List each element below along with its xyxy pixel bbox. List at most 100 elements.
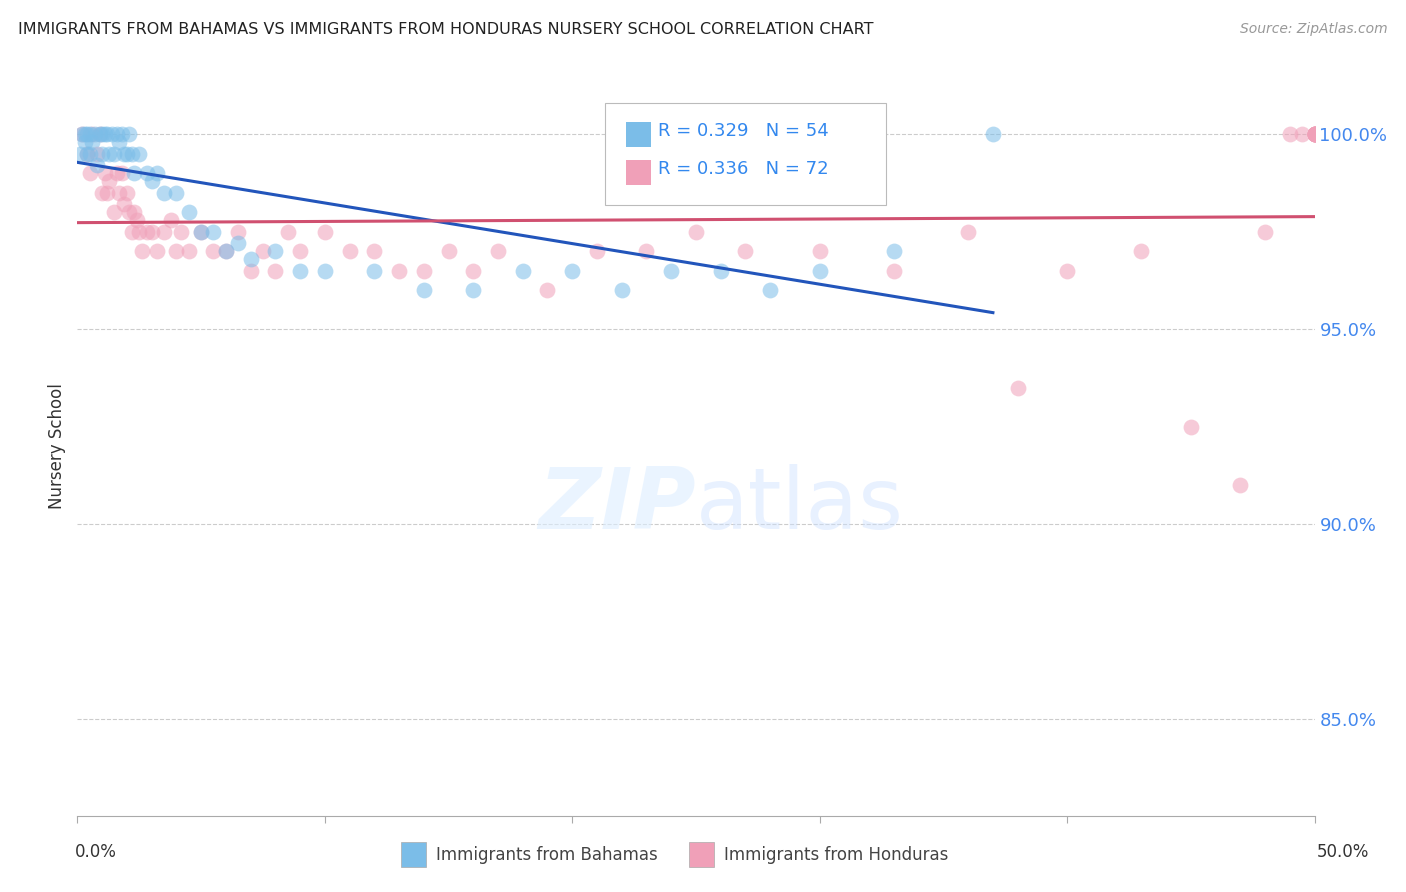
Point (363, 263, 385, 277)
Point (1180, 419, 1202, 434)
Point (72, 128, 94, 142)
Point (76, 128, 98, 142)
Text: R = 0.336   N = 72: R = 0.336 N = 72 (658, 160, 828, 178)
Point (79, 166, 101, 180)
Point (610, 283, 633, 297)
Point (561, 263, 583, 277)
Point (101, 128, 124, 142)
Point (111, 166, 134, 180)
Point (1229, 478, 1251, 492)
Point (125, 213, 148, 227)
Point (177, 244, 200, 259)
Point (105, 166, 128, 180)
Point (93, 128, 115, 142)
Point (1303, 128, 1326, 142)
Point (115, 146, 138, 161)
Point (79, 128, 101, 142)
Point (91, 186, 114, 200)
Text: IMMIGRANTS FROM BAHAMAS VS IMMIGRANTS FROM HONDURAS NURSERY SCHOOL CORRELATION C: IMMIGRANTS FROM BAHAMAS VS IMMIGRANTS FR… (18, 22, 873, 37)
Point (108, 135, 131, 149)
Point (883, 244, 905, 259)
Text: Source: ZipAtlas.com: Source: ZipAtlas.com (1240, 22, 1388, 37)
Point (118, 128, 141, 142)
Point (239, 252, 262, 266)
Point (96, 186, 118, 200)
Point (202, 225, 225, 239)
Point (128, 225, 150, 239)
Text: Immigrants from Honduras: Immigrants from Honduras (724, 846, 949, 863)
Point (1278, 128, 1301, 142)
Point (339, 244, 361, 259)
Point (883, 263, 905, 277)
Point (1303, 128, 1326, 142)
Point (1303, 128, 1326, 142)
Point (82, 135, 104, 149)
Point (76, 146, 98, 161)
Point (463, 263, 485, 277)
Point (277, 225, 299, 239)
Point (314, 263, 336, 277)
Point (73, 135, 96, 149)
Point (170, 225, 193, 239)
Point (437, 244, 460, 259)
Point (1291, 128, 1313, 142)
Point (808, 244, 831, 259)
Point (412, 283, 434, 297)
Point (131, 244, 153, 259)
Point (1007, 380, 1029, 394)
Point (73, 128, 96, 142)
Point (153, 186, 176, 200)
Point (91, 128, 114, 142)
Point (1303, 128, 1326, 142)
Point (190, 225, 212, 239)
Point (72, 128, 94, 142)
Point (141, 174, 163, 188)
Point (98, 146, 121, 161)
Point (412, 263, 434, 277)
Y-axis label: Nursery School: Nursery School (48, 383, 66, 509)
Point (79, 146, 101, 161)
Point (1303, 128, 1326, 142)
Point (108, 186, 131, 200)
Point (1303, 128, 1326, 142)
Point (153, 225, 176, 239)
Point (1303, 128, 1326, 142)
Point (98, 174, 121, 188)
Point (1130, 244, 1153, 259)
Point (512, 263, 534, 277)
Point (103, 146, 125, 161)
Point (96, 128, 118, 142)
Point (115, 186, 138, 200)
Point (82, 128, 104, 142)
Point (165, 186, 187, 200)
Point (190, 225, 212, 239)
Point (103, 205, 125, 219)
Point (177, 205, 200, 219)
Point (89, 128, 111, 142)
Text: ZIP: ZIP (538, 464, 696, 547)
Text: 50.0%: 50.0% (1316, 843, 1369, 861)
Point (69, 146, 91, 161)
Text: atlas: atlas (696, 464, 904, 547)
Point (135, 166, 157, 180)
Point (121, 146, 143, 161)
Point (165, 244, 187, 259)
Point (145, 244, 167, 259)
Point (145, 166, 167, 180)
Point (135, 225, 157, 239)
Point (363, 244, 385, 259)
Point (1254, 225, 1277, 239)
Point (252, 244, 274, 259)
Point (586, 244, 609, 259)
Point (314, 225, 336, 239)
Text: 0.0%: 0.0% (75, 843, 117, 861)
Point (1303, 128, 1326, 142)
Point (463, 283, 485, 297)
Point (288, 244, 311, 259)
Point (636, 244, 658, 259)
Point (202, 244, 225, 259)
Text: Immigrants from Bahamas: Immigrants from Bahamas (436, 846, 658, 863)
Point (759, 283, 782, 297)
Point (76, 146, 98, 161)
Point (91, 146, 114, 161)
